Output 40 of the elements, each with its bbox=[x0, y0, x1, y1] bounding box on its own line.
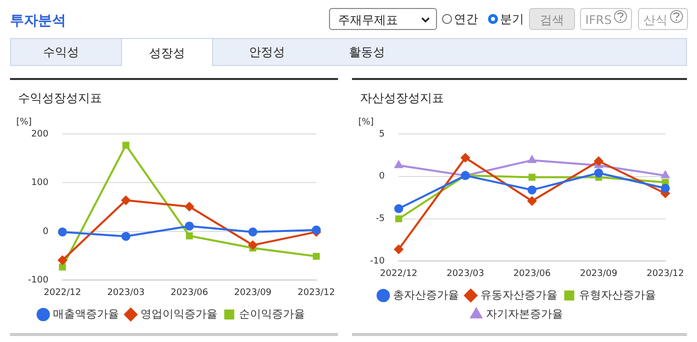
y-tick-label: -100 bbox=[28, 276, 49, 286]
x-tick-label: 2022/12 bbox=[380, 268, 418, 279]
legend-label: 순이익증가율 bbox=[238, 307, 305, 320]
x-tick-label: 2023/09 bbox=[234, 288, 272, 298]
text: IFRS bbox=[585, 13, 612, 27]
legend-label: 영업이익증가율 bbox=[140, 307, 218, 320]
text: 주재무제표 bbox=[338, 13, 398, 27]
legend-label: 유동자산증가율 bbox=[480, 288, 558, 302]
text: 검색 bbox=[529, 8, 575, 30]
chart-title: 자산성장성지표 bbox=[360, 90, 444, 107]
x-tick-label: 2023/12 bbox=[646, 268, 684, 279]
y-tick-label: -10 bbox=[370, 256, 385, 267]
y-tick-label: 0 bbox=[42, 226, 49, 237]
y-tick-label: 5 bbox=[378, 129, 385, 140]
text: 산식 bbox=[644, 13, 668, 27]
legend-label: 매출액증가율 bbox=[52, 307, 119, 320]
y-tick-label: 100 bbox=[31, 178, 49, 188]
text: 분기 bbox=[500, 12, 524, 26]
y-tick-label: 0 bbox=[378, 172, 385, 182]
x-tick-label: 2023/06 bbox=[170, 288, 208, 298]
y-tick-label: -5 bbox=[376, 214, 385, 224]
y-tick-label: 200 bbox=[31, 129, 49, 140]
text: 투자분석 bbox=[10, 12, 66, 30]
text: 성장성 bbox=[121, 38, 213, 66]
y-axis-title: [%] bbox=[16, 117, 32, 128]
text: 연간 bbox=[454, 12, 478, 26]
chart-title: 수익성장성지표 bbox=[18, 90, 102, 107]
x-tick-label: 2023/06 bbox=[513, 268, 551, 279]
legend-label: 자기자본증가율 bbox=[486, 307, 563, 320]
y-axis-title: [%] bbox=[358, 117, 374, 128]
x-tick-label: 2023/03 bbox=[107, 288, 145, 298]
x-tick-label: 2023/09 bbox=[580, 268, 618, 279]
legend-label: 총자산증가율 bbox=[392, 288, 459, 302]
text: 수익성 bbox=[42, 44, 80, 61]
x-tick-label: 2023/03 bbox=[446, 268, 484, 279]
text: 안정성 bbox=[248, 44, 286, 61]
text: 활동성 bbox=[348, 44, 386, 61]
x-tick-label: 2022/12 bbox=[44, 288, 82, 298]
x-tick-label: 2023/12 bbox=[298, 288, 335, 298]
legend-label: 유형자산증가율 bbox=[578, 288, 656, 302]
